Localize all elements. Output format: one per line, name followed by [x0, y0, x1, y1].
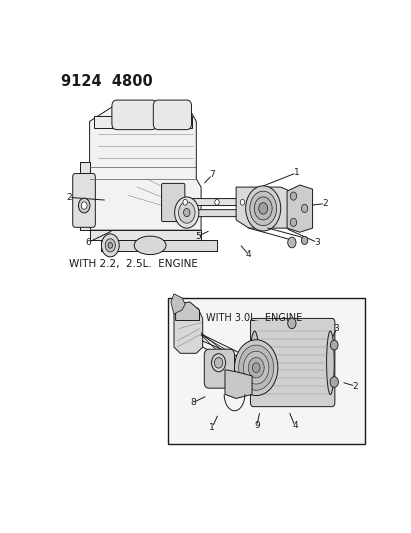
FancyBboxPatch shape [94, 117, 192, 128]
Polygon shape [101, 240, 217, 251]
Circle shape [183, 199, 187, 205]
FancyBboxPatch shape [162, 183, 185, 222]
Circle shape [330, 377, 338, 387]
Circle shape [239, 345, 274, 390]
Polygon shape [171, 294, 185, 314]
Circle shape [301, 236, 308, 245]
Polygon shape [225, 370, 252, 399]
Circle shape [175, 197, 199, 228]
Polygon shape [169, 209, 287, 220]
Circle shape [290, 219, 297, 227]
Ellipse shape [134, 236, 166, 255]
Text: WITH 3.0L.  ENGINE: WITH 3.0L. ENGINE [206, 313, 302, 323]
Text: 1: 1 [294, 168, 300, 177]
Circle shape [290, 192, 297, 200]
FancyBboxPatch shape [204, 349, 235, 388]
Polygon shape [90, 230, 201, 240]
Circle shape [248, 358, 264, 378]
Text: WITH 2.2,  2.5L.  ENGINE: WITH 2.2, 2.5L. ENGINE [69, 259, 198, 269]
Circle shape [235, 340, 278, 395]
Circle shape [79, 198, 90, 213]
Circle shape [250, 191, 277, 225]
Ellipse shape [327, 331, 334, 394]
Circle shape [243, 351, 269, 384]
Text: 4: 4 [292, 422, 298, 431]
Circle shape [259, 203, 268, 214]
Text: 8: 8 [190, 398, 196, 407]
Circle shape [330, 340, 338, 350]
Circle shape [178, 202, 195, 223]
Text: 9: 9 [254, 422, 260, 431]
Circle shape [288, 318, 296, 329]
Text: 2: 2 [353, 382, 358, 391]
Circle shape [184, 208, 190, 216]
Polygon shape [90, 107, 201, 230]
Circle shape [215, 358, 223, 368]
Text: 7: 7 [209, 170, 215, 179]
Circle shape [240, 199, 245, 205]
Circle shape [108, 243, 113, 248]
Text: 3: 3 [334, 324, 339, 333]
Bar [168, 298, 365, 443]
Text: 9124  4800: 9124 4800 [61, 74, 152, 89]
FancyBboxPatch shape [250, 318, 335, 407]
Circle shape [254, 197, 272, 220]
Circle shape [246, 186, 281, 231]
Text: 1: 1 [229, 361, 234, 370]
Circle shape [102, 234, 119, 257]
Text: 6: 6 [85, 238, 91, 247]
Ellipse shape [250, 331, 259, 394]
Polygon shape [174, 306, 203, 353]
FancyBboxPatch shape [153, 100, 192, 130]
Polygon shape [169, 195, 287, 209]
Polygon shape [287, 185, 312, 232]
Circle shape [81, 202, 87, 209]
Text: 2: 2 [323, 199, 328, 208]
Text: 5: 5 [195, 232, 201, 241]
Text: 3: 3 [314, 238, 320, 247]
Text: 4: 4 [246, 251, 252, 259]
Text: 2: 2 [66, 193, 72, 202]
Circle shape [212, 354, 226, 372]
Circle shape [252, 363, 260, 373]
Circle shape [301, 204, 308, 213]
Polygon shape [175, 302, 199, 320]
Circle shape [105, 239, 115, 252]
Text: 1: 1 [209, 423, 215, 432]
FancyBboxPatch shape [112, 100, 157, 130]
Circle shape [215, 199, 219, 205]
Circle shape [288, 237, 296, 248]
FancyBboxPatch shape [73, 174, 95, 227]
Polygon shape [80, 163, 90, 230]
Polygon shape [236, 187, 290, 228]
